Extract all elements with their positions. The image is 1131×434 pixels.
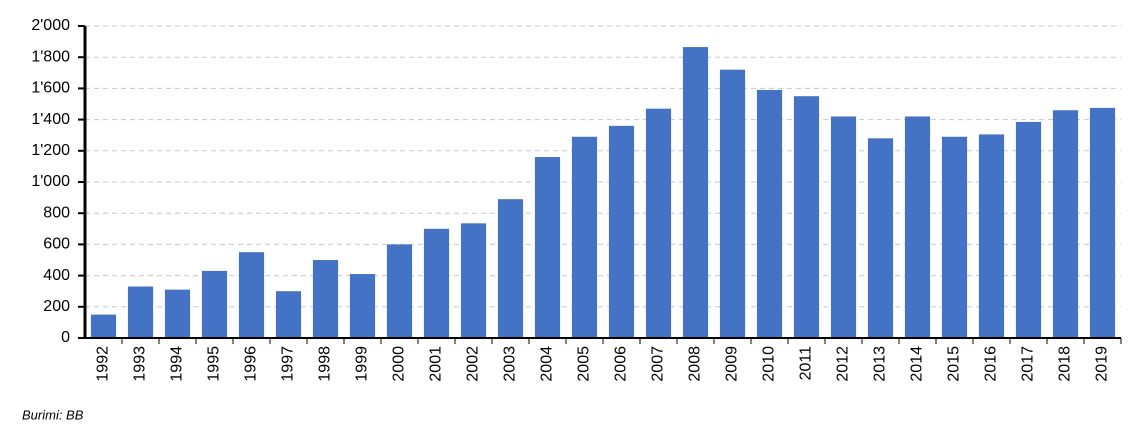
- y-tick-label: 600: [43, 236, 70, 253]
- x-tick-label: 2010: [761, 346, 778, 382]
- x-tick-label: 2003: [502, 346, 519, 382]
- x-tick-label: 2000: [391, 346, 408, 382]
- bar: [349, 274, 376, 338]
- x-tick-label: 1998: [317, 346, 334, 382]
- x-tick-label: 2019: [1094, 346, 1111, 382]
- x-tick-label: 2006: [613, 346, 630, 382]
- y-tick-label: 1'600: [31, 80, 70, 97]
- x-tick-label: 1997: [280, 346, 297, 382]
- x-tick-label: 2018: [1057, 346, 1074, 382]
- y-tick-label: 1'000: [31, 173, 70, 190]
- y-tick-label: 1'200: [31, 142, 70, 159]
- bar: [1052, 110, 1079, 339]
- x-tick-label: 2011: [798, 346, 815, 381]
- x-tick-label: 2007: [650, 346, 667, 382]
- bar: [497, 199, 524, 338]
- x-tick-label: 2002: [465, 346, 482, 382]
- bar: [1015, 121, 1042, 338]
- bar: [312, 260, 339, 338]
- bar: [571, 136, 598, 338]
- x-tick-label: 2016: [983, 346, 1000, 382]
- x-tick-label: 2009: [724, 346, 741, 382]
- x-tick-label: 1995: [206, 346, 223, 382]
- bar: [904, 116, 931, 338]
- bar: [386, 244, 413, 338]
- bar: [682, 47, 709, 339]
- y-tick-label: 200: [43, 298, 70, 315]
- bar: [978, 134, 1005, 338]
- bar: [793, 96, 820, 338]
- x-tick-label: 2017: [1020, 346, 1037, 382]
- bar: [275, 291, 302, 338]
- bar: [645, 108, 672, 339]
- x-tick-label: 1996: [243, 346, 260, 382]
- bar: [608, 125, 635, 338]
- bar: [534, 157, 561, 338]
- x-tick-label: 2008: [687, 346, 704, 382]
- bar: [941, 136, 968, 338]
- bar: [830, 116, 857, 338]
- y-tick-label: 400: [43, 267, 70, 284]
- x-tick-label: 1994: [169, 346, 186, 382]
- x-tick-label: 2015: [946, 346, 963, 382]
- x-tick-label: 2001: [428, 346, 445, 382]
- bar: [423, 228, 450, 338]
- bar: [1089, 107, 1116, 339]
- x-tick-label: 1992: [95, 346, 112, 382]
- x-tick-label: 2013: [872, 346, 889, 382]
- y-tick-label: 0: [61, 329, 70, 346]
- bar: [756, 89, 783, 339]
- bar: [719, 69, 746, 339]
- bar: [460, 223, 487, 338]
- y-tick-label: 1'800: [31, 48, 70, 65]
- x-tick-label: 2014: [909, 346, 926, 382]
- x-tick-label: 2004: [539, 346, 556, 382]
- bar: [238, 252, 265, 338]
- x-tick-label: 1999: [354, 346, 371, 382]
- x-tick-label: 1993: [132, 346, 149, 382]
- bar: [90, 314, 117, 338]
- bar: [127, 286, 154, 338]
- y-tick-label: 1'400: [31, 111, 70, 128]
- x-tick-label: 2012: [835, 346, 852, 382]
- y-tick-label: 800: [43, 204, 70, 221]
- x-tick-label: 2005: [576, 346, 593, 382]
- bar: [867, 138, 894, 338]
- source-note: Burimi: BB: [22, 407, 84, 422]
- bar: [164, 289, 191, 338]
- y-tick-label: 2'000: [31, 17, 70, 34]
- bar: [201, 270, 228, 338]
